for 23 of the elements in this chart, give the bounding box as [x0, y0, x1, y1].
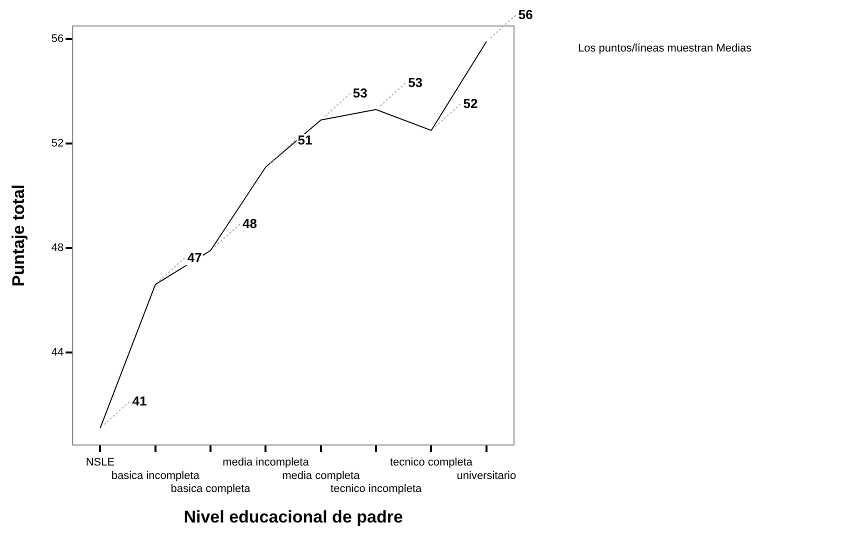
y-tick-label: 52	[51, 138, 64, 150]
data-label: 53	[408, 75, 423, 90]
x-tick-label: basica completa	[170, 483, 252, 496]
data-label: 53	[352, 86, 368, 101]
y-tick-label: 44	[51, 346, 64, 358]
data-label: 41	[132, 394, 147, 409]
data-label: 47	[187, 250, 202, 266]
y-tick-label: 48	[51, 242, 64, 254]
data-label: 48	[242, 216, 258, 232]
x-tick-label: media incompleta	[222, 456, 310, 469]
x-tick-label: tecnico incompleta	[330, 483, 423, 496]
x-axis-title: Nivel educacional de padre	[184, 507, 403, 526]
data-label: 51	[298, 132, 312, 148]
x-tick-label: media completa	[282, 470, 361, 482]
y-tick-label: 56	[51, 33, 64, 46]
text: Los puntos/líneas muestran Medias	[578, 42, 752, 55]
data-label: 52	[463, 96, 478, 111]
data-label: 56	[518, 7, 533, 22]
x-tick-label: NSLE	[86, 456, 115, 469]
x-tick-label: basica incompleta	[111, 470, 200, 482]
x-tick-label: universitario	[456, 470, 516, 482]
x-tick-label: tecnico completa	[390, 456, 474, 469]
y-axis-title: Puntaje total	[8, 184, 28, 287]
